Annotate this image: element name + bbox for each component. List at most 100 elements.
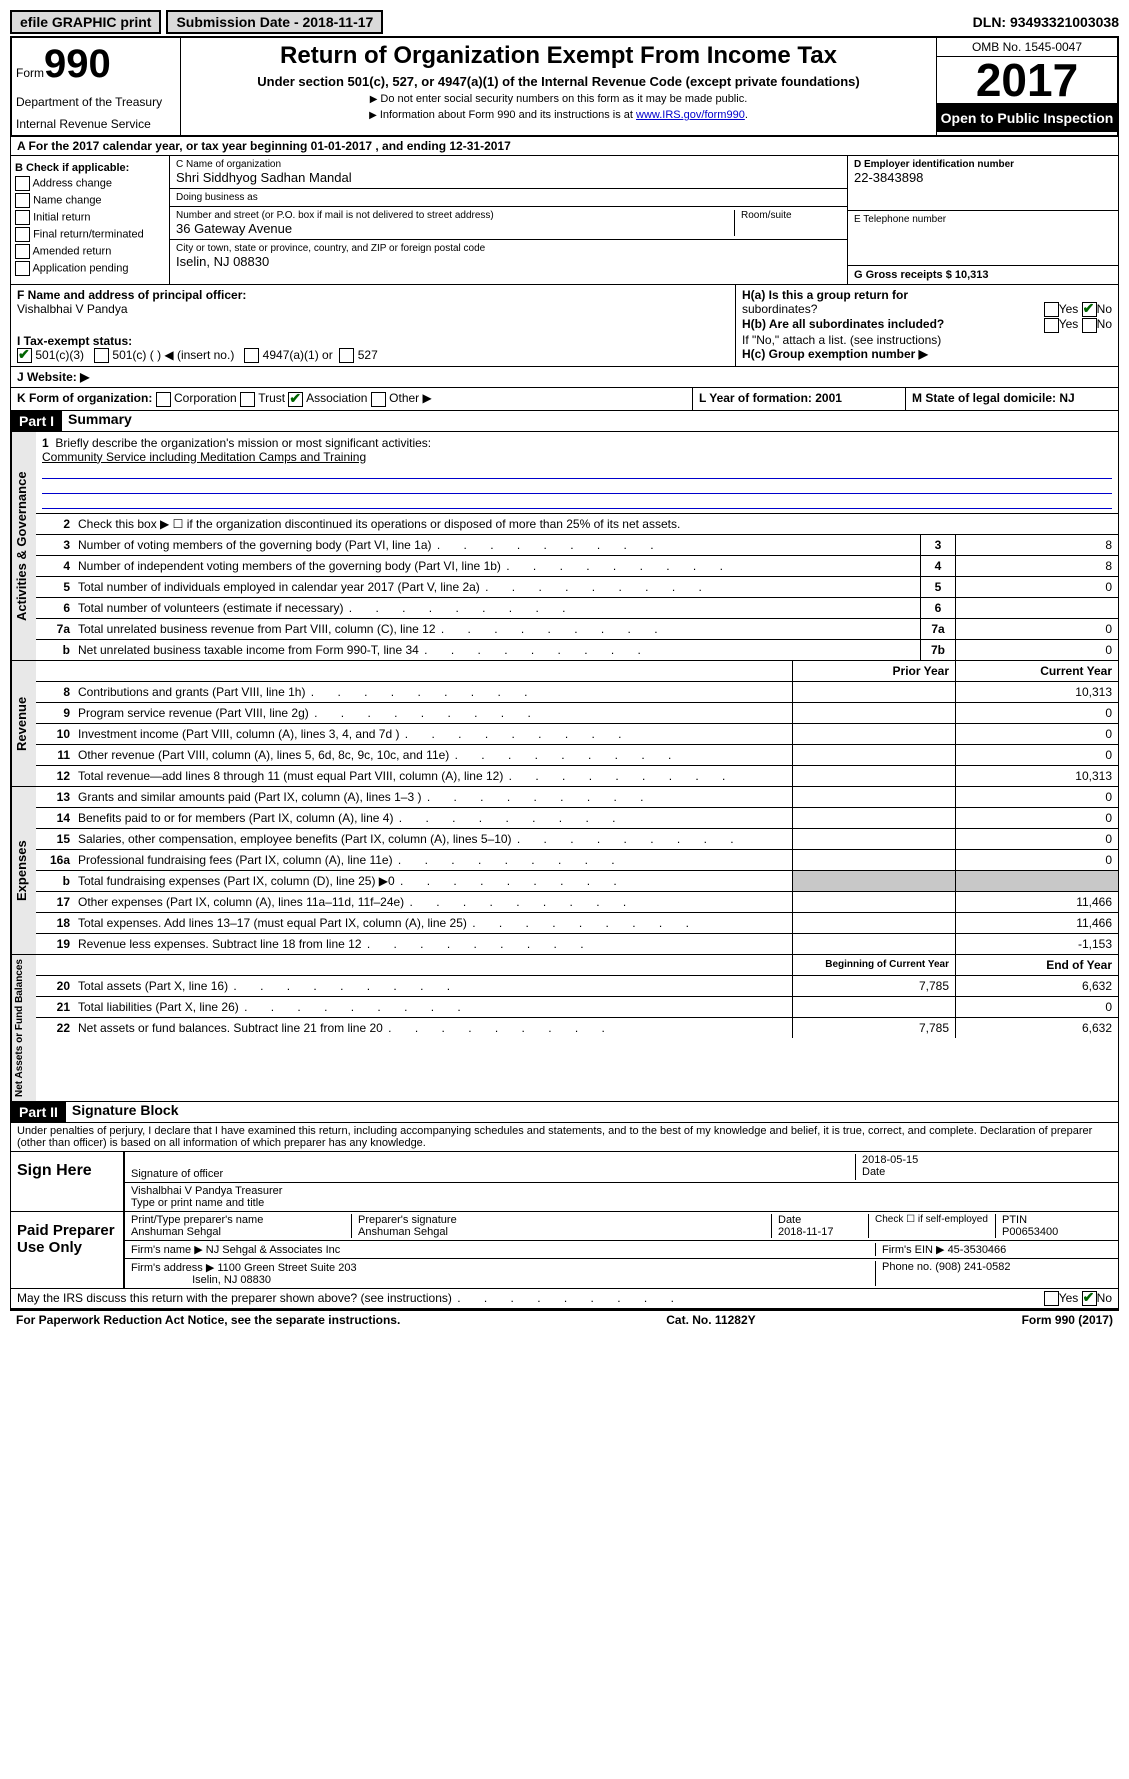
prior-year-value [792,766,955,786]
inspection-label: Open to Public Inspection [937,104,1117,132]
firm-addr-label: Firm's address ▶ [131,1262,214,1274]
amended-return-label: Amended return [32,245,111,257]
street-value: 36 Gateway Avenue [176,221,734,236]
name-change-label: Name change [33,194,102,206]
part2-header: Part II [11,1102,66,1122]
line-value [955,598,1118,618]
prior-year-value [792,871,955,891]
assoc-label: Association [306,391,367,405]
officer-name-title: Vishalbhai V Pandya Treasurer [131,1185,1112,1197]
submission-date-button[interactable]: Submission Date - 2018-11-17 [166,10,383,34]
activities-governance-section: Activities & Governance 1 Briefly descri… [10,432,1119,661]
ein-label: D Employer identification number [854,159,1112,170]
initial-return-checkbox[interactable] [15,210,30,225]
current-year-value: 11,466 [955,913,1118,933]
4947-checkbox[interactable] [244,348,259,363]
amended-return-checkbox[interactable] [15,244,30,259]
501c3-checkbox[interactable] [17,348,32,363]
discuss-yes-checkbox[interactable] [1044,1291,1059,1306]
prior-year-header: Prior Year [792,661,955,681]
col-b-checkboxes: B Check if applicable: Address change Na… [11,156,170,284]
prep-date-label: Date [778,1214,868,1226]
current-year-value: 0 [955,745,1118,765]
efile-button[interactable]: efile GRAPHIC print [10,10,161,34]
line-value: 0 [955,577,1118,597]
signature-block: Sign Here Signature of officer 2018-05-1… [10,1152,1119,1212]
line-num: 8 [36,683,74,701]
begin-year-value: 7,785 [792,976,955,996]
ha-no-checkbox[interactable] [1082,302,1097,317]
trust-checkbox[interactable] [240,392,255,407]
app-pending-checkbox[interactable] [15,261,30,276]
line-box: 3 [920,535,955,555]
sign-here-label: Sign Here [11,1152,125,1211]
final-return-checkbox[interactable] [15,227,30,242]
end-year-header: End of Year [955,955,1118,975]
hb-note: If "No," attach a list. (see instruction… [742,333,1112,347]
self-employed-label: Check ☐ if self-employed [869,1214,996,1238]
line-box: 5 [920,577,955,597]
line-text: Number of voting members of the governin… [74,536,920,554]
527-checkbox[interactable] [339,348,354,363]
line-num: 14 [36,809,74,827]
ha-yes-checkbox[interactable] [1044,302,1059,317]
line-text: Grants and similar amounts paid (Part IX… [74,788,792,806]
street-label: Number and street (or P.O. box if mail i… [176,210,734,221]
end-year-value: 0 [955,997,1118,1017]
other-checkbox[interactable] [371,392,386,407]
form-subtitle: Under section 501(c), 527, or 4947(a)(1)… [191,74,926,89]
trust-label: Trust [258,391,285,405]
q2-text: Check this box ▶ ☐ if the organization d… [74,515,1118,533]
line-num: 19 [36,935,74,953]
prep-sig-value: Anshuman Sehgal [358,1226,771,1238]
prior-year-value [792,682,955,702]
corp-checkbox[interactable] [156,392,171,407]
line-num: 16a [36,851,74,869]
top-bar: efile GRAPHIC print Submission Date - 20… [10,10,1119,34]
line-num: b [36,641,74,659]
line-text: Total unrelated business revenue from Pa… [74,620,920,638]
firm-name-value: NJ Sehgal & Associates Inc [206,1244,341,1256]
current-year-header: Current Year [955,661,1118,681]
end-year-value: 6,632 [955,976,1118,996]
dln-label: DLN: 93493321003038 [973,14,1119,30]
app-pending-label: Application pending [32,262,128,274]
hc-label: H(c) Group exemption number ▶ [742,347,1112,361]
info-note-prefix: Information about Form 990 and its instr… [369,109,636,121]
501c3-label: 501(c)(3) [35,348,84,362]
hb-no-checkbox[interactable] [1082,318,1097,333]
current-year-value: 0 [955,808,1118,828]
line-box: 7b [920,640,955,660]
initial-return-label: Initial return [33,211,90,223]
line-num: 7a [36,620,74,638]
prior-year-value [792,892,955,912]
name-change-checkbox[interactable] [15,193,30,208]
line-box: 4 [920,556,955,576]
line-text: Net assets or fund balances. Subtract li… [74,1019,792,1037]
info-grid: B Check if applicable: Address change Na… [10,156,1119,285]
line-num: 20 [36,977,74,995]
sig-date-value: 2018-05-15 [862,1154,1112,1166]
hb-yes-checkbox[interactable] [1044,318,1059,333]
line-text: Salaries, other compensation, employee b… [74,830,792,848]
line-text: Net unrelated business taxable income fr… [74,641,920,659]
assoc-checkbox[interactable] [288,392,303,407]
irs-link[interactable]: www.IRS.gov/form990 [636,109,745,121]
prior-year-value [792,703,955,723]
ptin-label: PTIN [1002,1214,1112,1226]
4947-label: 4947(a)(1) or [263,348,333,362]
501c-checkbox[interactable] [94,348,109,363]
firm-phone-value: (908) 241-0582 [935,1261,1010,1273]
line-value: 8 [955,535,1118,555]
527-label: 527 [358,348,378,362]
website-label: J Website: ▶ [11,367,95,387]
discuss-no-checkbox[interactable] [1082,1291,1097,1306]
row-a-tax-year: A For the 2017 calendar year, or tax yea… [10,137,1119,156]
address-change-checkbox[interactable] [15,176,30,191]
current-year-value: 11,466 [955,892,1118,912]
line-num: 12 [36,767,74,785]
mission-line-2 [42,479,1112,494]
sig-officer-label: Signature of officer [131,1168,223,1180]
hb-no-label: No [1097,317,1112,331]
city-label: City or town, state or province, country… [176,243,841,254]
